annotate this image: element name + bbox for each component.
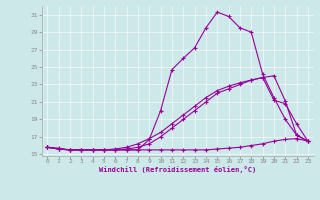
X-axis label: Windchill (Refroidissement éolien,°C): Windchill (Refroidissement éolien,°C) [99, 166, 256, 173]
